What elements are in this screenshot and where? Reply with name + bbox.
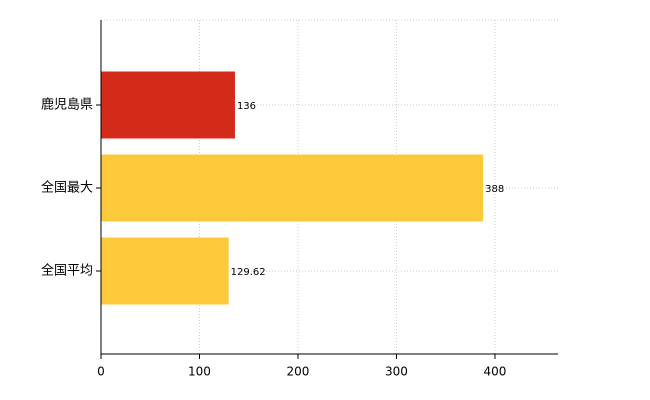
bar [101, 154, 484, 222]
bar [101, 71, 235, 139]
y-tick-label: 全国最大 [41, 180, 93, 196]
y-tick-label: 鹿児島県 [41, 97, 93, 113]
x-tick-label: 300 [385, 365, 408, 379]
value-label: 136 [237, 101, 256, 112]
value-label: 129.62 [231, 267, 266, 278]
x-tick-label: 200 [287, 365, 310, 379]
x-tick-label: 100 [188, 365, 211, 379]
bar [101, 237, 229, 305]
value-label: 388 [485, 184, 504, 195]
x-tick-label: 400 [484, 365, 507, 379]
x-tick-label: 0 [97, 365, 105, 379]
y-tick-label: 全国平均 [41, 263, 93, 279]
